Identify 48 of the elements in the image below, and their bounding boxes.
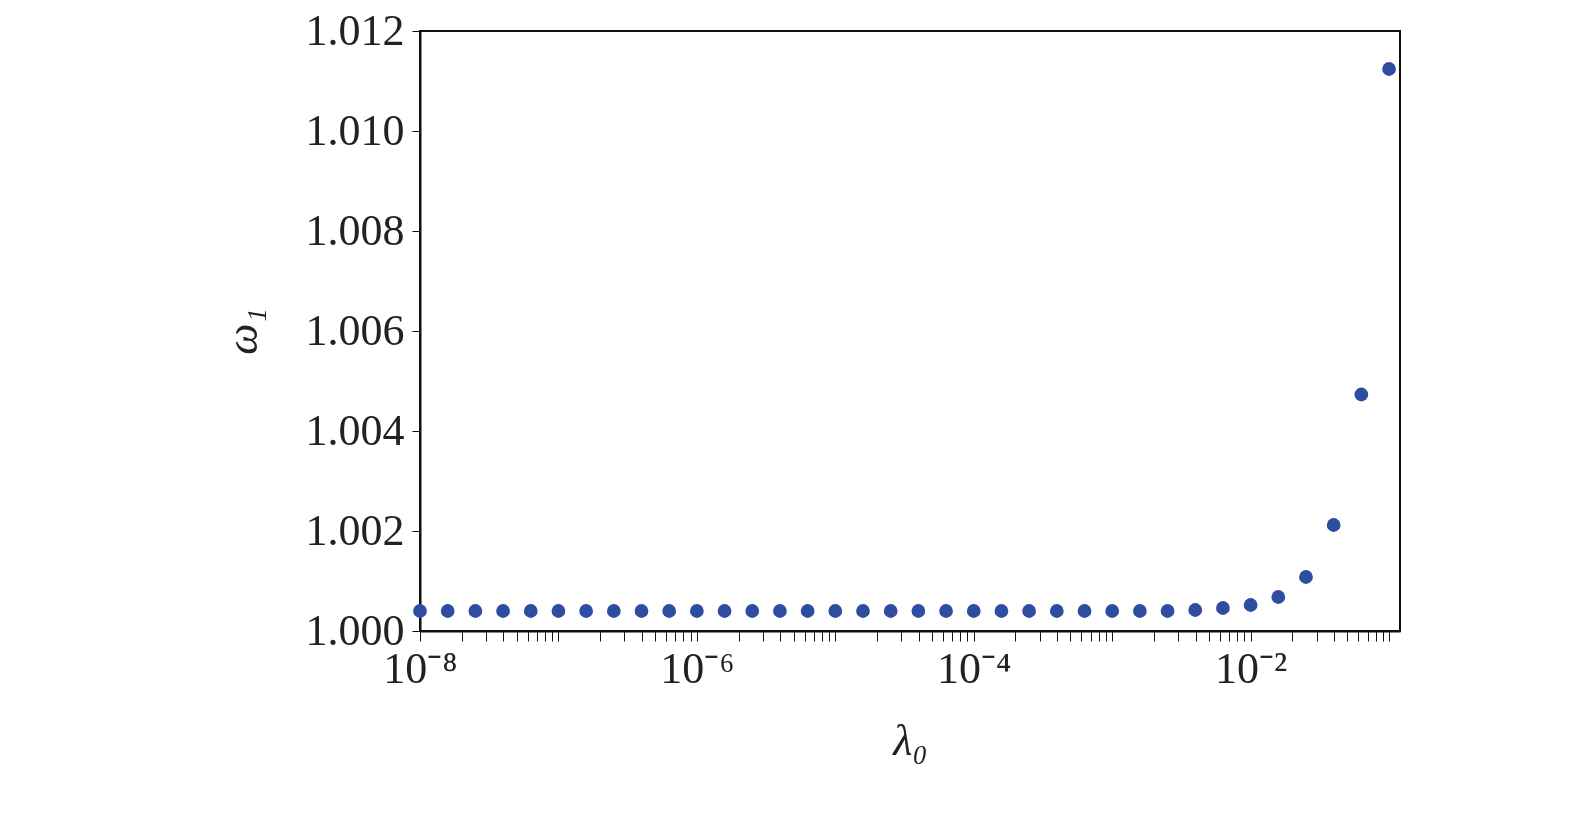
point (551, 604, 566, 618)
point (496, 604, 510, 618)
x-axis-title: λ₀ (891, 715, 928, 765)
point (579, 604, 594, 618)
point (939, 604, 953, 618)
point (1160, 604, 1175, 618)
point (523, 604, 538, 618)
point (1271, 590, 1286, 604)
y-tick-label: 1.002 (305, 505, 405, 555)
point (966, 604, 981, 618)
y-tick-label: 1.008 (305, 205, 405, 255)
y-tick-label: 1.006 (305, 305, 405, 355)
point (1132, 604, 1147, 618)
point (1243, 598, 1258, 612)
point (800, 604, 815, 618)
point (717, 604, 732, 618)
point (689, 604, 704, 618)
point (440, 604, 455, 618)
point (883, 604, 898, 618)
point (1077, 604, 1092, 618)
point (1354, 387, 1369, 402)
point (994, 604, 1009, 618)
point (856, 604, 870, 618)
point (606, 604, 621, 618)
point (413, 604, 427, 618)
point (1326, 518, 1341, 532)
point (1022, 604, 1036, 618)
y-axis-title: ω₁ (217, 308, 267, 355)
point (1049, 604, 1064, 618)
y-tick-label: 1.004 (305, 405, 405, 455)
point (773, 604, 787, 618)
point (1216, 601, 1230, 615)
x-tick-label: 10⁻² (1215, 643, 1288, 693)
point (745, 604, 760, 618)
point (1299, 570, 1313, 584)
y-tick-label: 1.012 (305, 5, 405, 55)
point (634, 604, 649, 618)
y-tick-label: 1.000 (305, 605, 405, 655)
y-tick-label: 1.010 (305, 105, 405, 155)
point (1382, 62, 1396, 76)
x-tick-label: 10⁻⁴ (937, 643, 1012, 693)
point (911, 604, 926, 618)
point (1105, 604, 1120, 618)
point (662, 604, 677, 618)
x-tick-label: 10⁻⁶ (660, 643, 735, 693)
point (1188, 603, 1203, 617)
point (828, 604, 843, 618)
point (468, 604, 483, 618)
